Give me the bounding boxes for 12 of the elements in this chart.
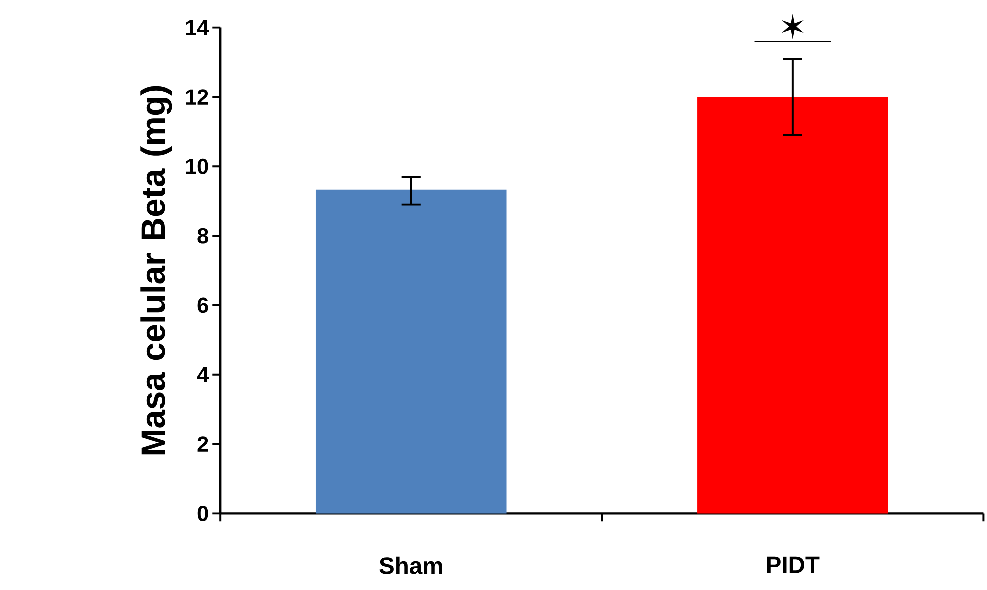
x-tick-label: Sham [380, 556, 442, 574]
y-tick-label: 12 [186, 90, 208, 105]
y-tick-label: 0 [198, 506, 208, 522]
y-tick-label: 14 [186, 20, 210, 36]
x-tick-label: PIDT [767, 556, 820, 574]
y-tick-label: 8 [198, 228, 208, 244]
y-axis-title: Masa celular Beta (mg) [140, 86, 172, 455]
y-tick-label: 10 [186, 158, 208, 174]
y-tick-label: 2 [198, 436, 208, 452]
y-tick-label: 4 [197, 367, 210, 382]
annotation: ✶ [782, 14, 804, 40]
y-tick-label: 6 [198, 298, 208, 314]
